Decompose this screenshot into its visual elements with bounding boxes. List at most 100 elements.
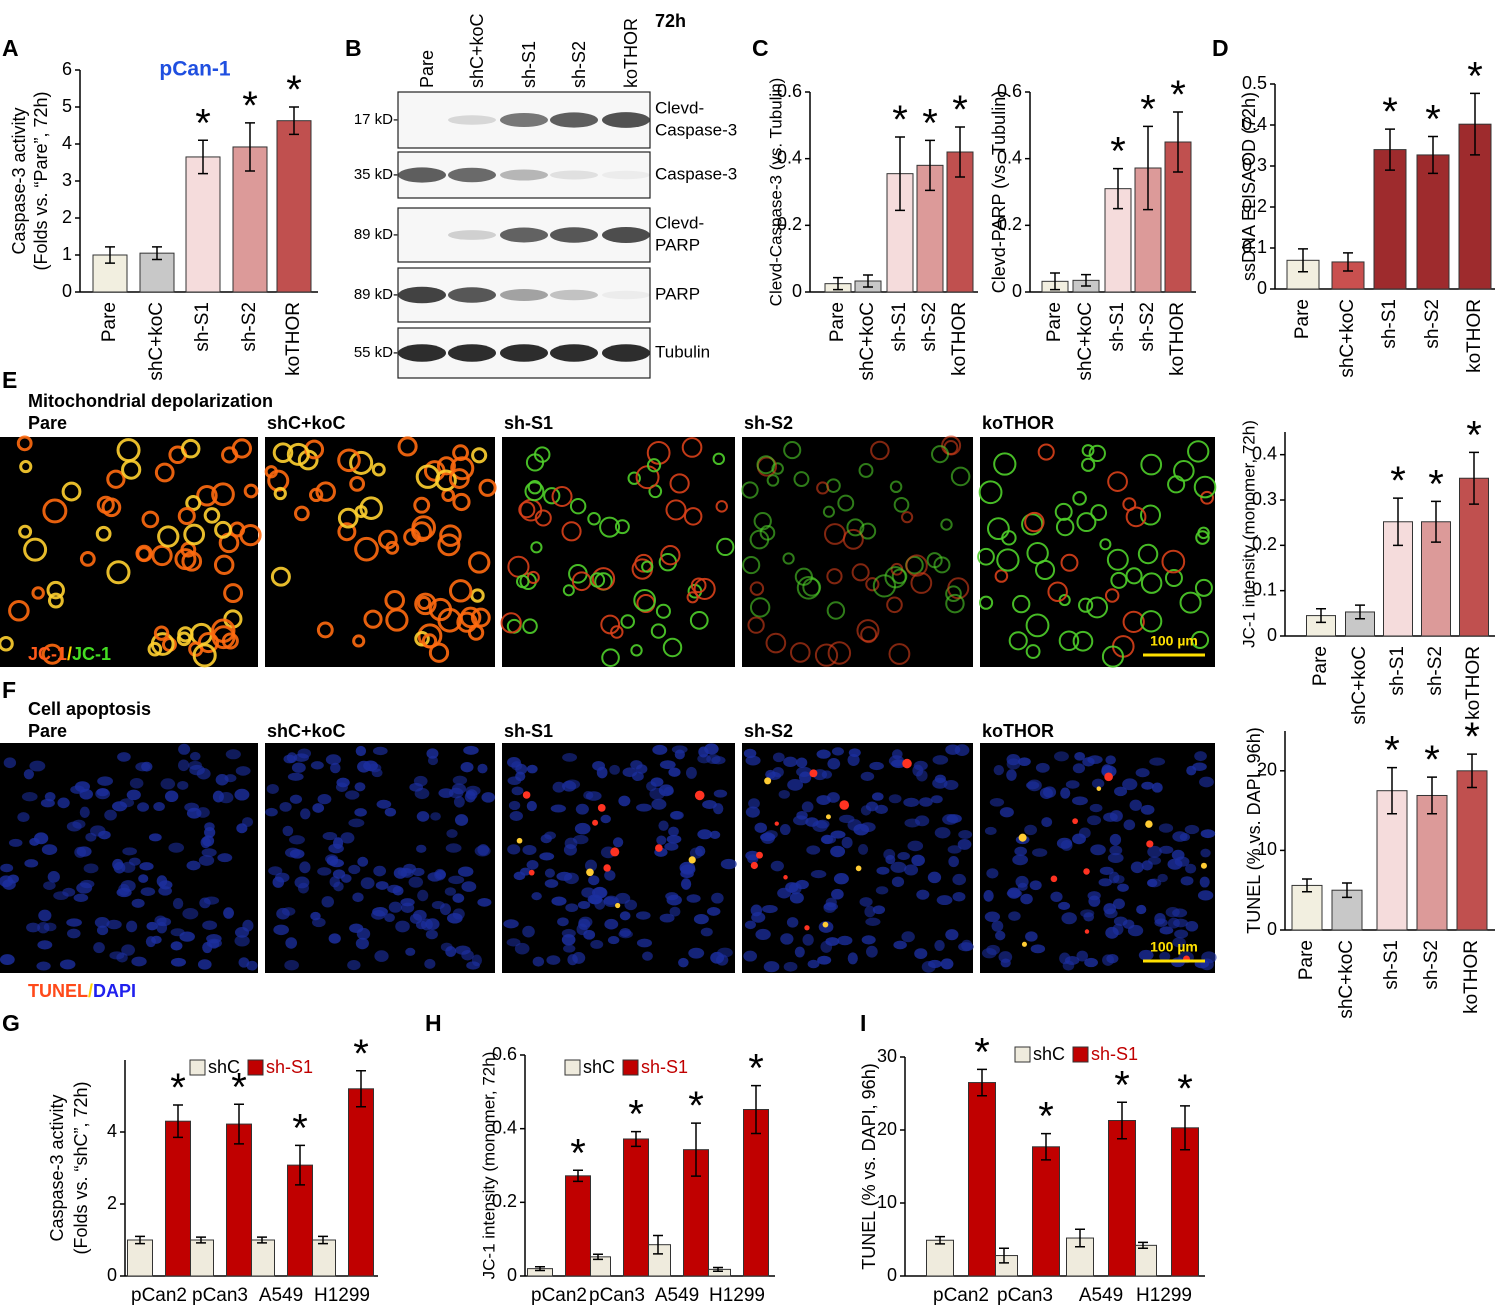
- nucleus: [583, 929, 596, 940]
- nucleus: [1074, 751, 1086, 761]
- tunel-spot: [1084, 929, 1090, 934]
- nucleus: [94, 917, 110, 928]
- nucleus: [285, 937, 298, 949]
- nucleus: [140, 887, 156, 896]
- bar: [968, 1082, 996, 1277]
- bar: [623, 1138, 649, 1277]
- nucleus: [934, 939, 945, 951]
- nucleus: [1141, 860, 1153, 871]
- cell: [1140, 504, 1162, 526]
- nucleus: [466, 961, 480, 970]
- nucleus: [817, 955, 832, 965]
- nucleus: [827, 758, 841, 770]
- bar: [1108, 1120, 1136, 1277]
- cell: [270, 566, 291, 587]
- bar: [226, 1123, 252, 1277]
- nucleus: [461, 881, 477, 892]
- nucleus: [126, 789, 141, 801]
- nucleus: [711, 892, 724, 904]
- nucleus: [564, 779, 581, 790]
- y-tick-label: 4: [62, 133, 72, 153]
- cell: [1195, 530, 1210, 545]
- y-tick-label: 4: [107, 1121, 117, 1141]
- cell: [826, 601, 846, 620]
- nucleus: [481, 792, 496, 803]
- nucleus: [1043, 786, 1057, 798]
- nucleus: [577, 900, 591, 910]
- cell: [646, 458, 662, 473]
- nucleus: [875, 886, 889, 895]
- cell: [417, 595, 432, 611]
- nucleus: [989, 797, 1005, 807]
- protein-name: Tubulin: [655, 342, 710, 361]
- cell: [1122, 610, 1145, 634]
- nucleus: [164, 790, 179, 803]
- cell: [1164, 568, 1183, 587]
- nucleus: [785, 882, 799, 893]
- nucleus: [743, 950, 758, 962]
- nucleus: [451, 783, 467, 795]
- nucleus: [981, 947, 997, 959]
- error-bar: [1113, 167, 1123, 210]
- cell: [633, 588, 656, 612]
- nucleus: [137, 802, 150, 812]
- nucleus: [43, 881, 56, 890]
- error-bar: [257, 1236, 267, 1244]
- blot-band: [550, 170, 598, 180]
- cell: [272, 442, 294, 463]
- cell: [587, 511, 601, 526]
- nucleus: [885, 854, 896, 865]
- error-bar: [1316, 608, 1326, 624]
- nucleus: [416, 844, 427, 853]
- cell: [690, 577, 707, 594]
- bar: [1416, 154, 1450, 290]
- nucleus: [238, 957, 250, 968]
- cell: [824, 523, 846, 545]
- tunel-spot: [615, 902, 621, 909]
- nucleus: [619, 927, 631, 937]
- nucleus: [1076, 950, 1089, 962]
- error-bar: [196, 1236, 206, 1244]
- blot-band: [602, 290, 650, 300]
- nucleus: [760, 832, 776, 842]
- condition-label: koTHOR: [982, 721, 1054, 741]
- tunel-spot: [1200, 862, 1207, 869]
- nucleus: [204, 826, 216, 838]
- nucleus: [156, 875, 168, 888]
- nucleus: [952, 873, 966, 886]
- nucleus: [38, 909, 52, 922]
- nucleus: [563, 944, 576, 953]
- y-tick-label: 0.4: [777, 147, 802, 167]
- blot-band: [550, 112, 598, 128]
- nucleus: [40, 798, 55, 808]
- significance-star: *: [892, 98, 908, 142]
- cell: [569, 497, 587, 515]
- nucleus: [112, 858, 124, 871]
- nucleus: [348, 864, 361, 875]
- nucleus: [1186, 765, 1197, 776]
- nucleus: [1072, 763, 1085, 774]
- cell: [1081, 457, 1096, 472]
- nucleus: [876, 866, 890, 875]
- x-tick-label: sh-S1: [1379, 299, 1400, 349]
- cell: [945, 585, 962, 603]
- nucleus: [141, 761, 153, 772]
- nucleus: [189, 764, 205, 776]
- cell: [660, 545, 681, 566]
- blot-band: [602, 170, 650, 180]
- stain-part: DAPI: [93, 981, 136, 1001]
- cell: [610, 625, 624, 639]
- bar: [1416, 794, 1448, 931]
- nucleus: [761, 904, 778, 914]
- nucleus: [373, 865, 387, 877]
- y-axis-label: ssDNA ELISA OD (72h): [1239, 92, 1259, 281]
- x-tick-label: shC+koC: [146, 302, 167, 381]
- nucleus: [934, 827, 951, 839]
- y-tick-label: 20: [1257, 760, 1277, 780]
- cell: [1060, 553, 1079, 572]
- nucleus: [460, 762, 474, 773]
- blot-band: [448, 230, 496, 240]
- cell: [157, 525, 180, 548]
- bar: [1373, 149, 1407, 290]
- nucleus: [347, 960, 361, 971]
